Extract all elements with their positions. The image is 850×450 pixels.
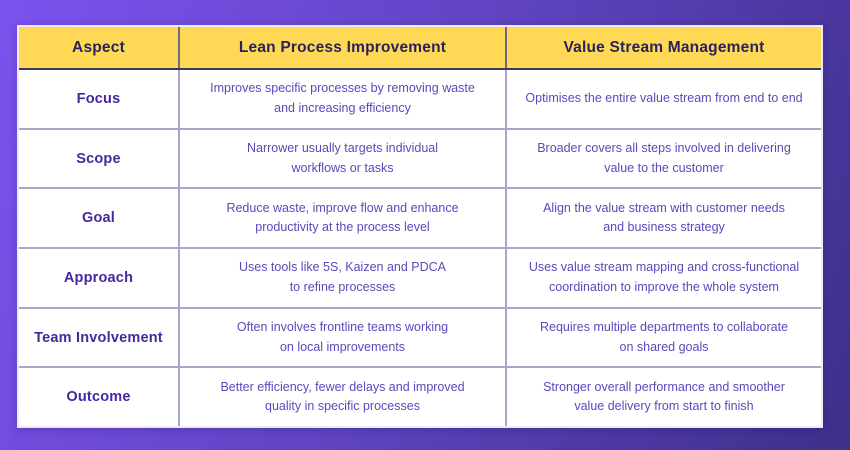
lean-value: Often involves frontline teams working o…	[178, 308, 505, 367]
header-cell-lean-process-improvement: Lean Process Improvement	[178, 27, 505, 68]
header-cell-value-stream-management: Value Stream Management	[505, 27, 821, 68]
table-header-row: Aspect Lean Process Improvement Value St…	[19, 27, 821, 70]
table-row-team-involvement: Team Involvement Often involves frontlin…	[19, 308, 821, 369]
vsm-value: Optimises the entire value stream from e…	[505, 70, 821, 128]
lean-value: Better efficiency, fewer delays and impr…	[178, 368, 505, 427]
aspect-label: Approach	[63, 269, 134, 286]
table-row-outcome: Outcome Better efficiency, fewer delays …	[19, 368, 821, 427]
vsm-value: Broader covers all steps involved in del…	[505, 129, 821, 188]
lean-value: Narrower usually targets individual work…	[178, 129, 505, 188]
vsm-value: Uses value stream mapping and cross-func…	[505, 249, 821, 307]
header-cell-aspect: Aspect	[72, 38, 125, 56]
vsm-value: Requires multiple departments to collabo…	[505, 308, 821, 367]
vsm-value: Stronger overall performance and smoothe…	[505, 368, 821, 427]
vsm-value: Align the value stream with customer nee…	[505, 189, 821, 248]
aspect-label: Focus	[76, 90, 121, 107]
table-row-goal: Goal Reduce waste, improve flow and enha…	[19, 189, 821, 250]
table-row-approach: Approach Uses tools like 5S, Kaizen and …	[19, 249, 821, 309]
table-row-scope: Scope Narrower usually targets individua…	[19, 129, 821, 190]
table-row-focus: Focus Improves specific processes by rem…	[19, 70, 821, 130]
lean-value: Reduce waste, improve flow and enhance p…	[178, 189, 505, 248]
aspect-label: Goal	[81, 210, 116, 227]
aspect-label: Team Involvement	[34, 329, 163, 346]
lean-value: Improves specific processes by removing …	[178, 70, 505, 128]
lean-value: Uses tools like 5S, Kaizen and PDCA to r…	[178, 249, 505, 307]
aspect-label: Outcome	[66, 389, 131, 406]
aspect-label: Scope	[76, 150, 121, 167]
comparison-table: Aspect Lean Process Improvement Value St…	[17, 25, 823, 428]
